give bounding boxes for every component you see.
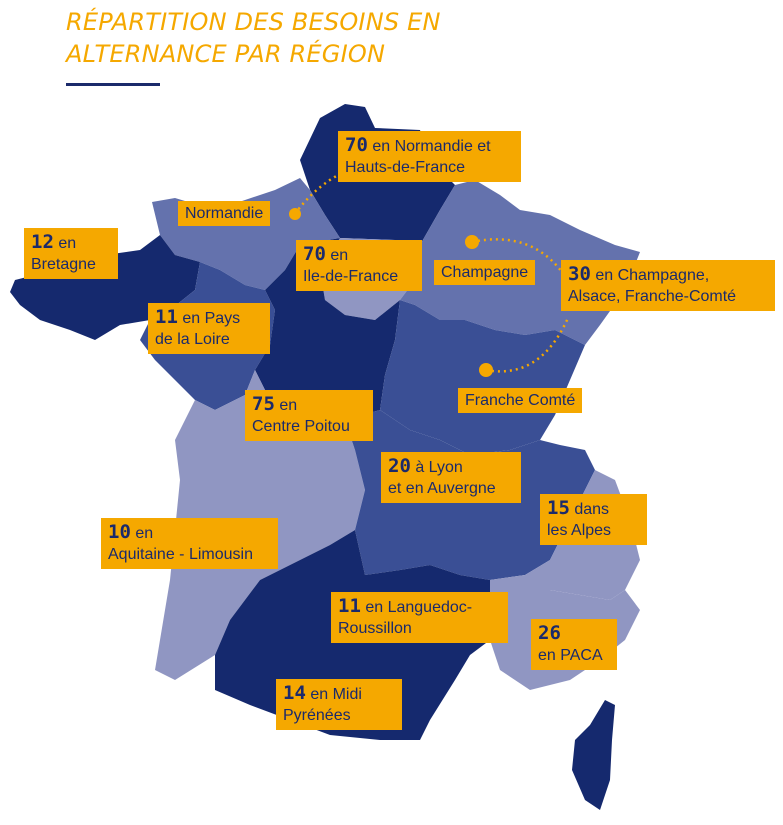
text-line-2: de la Loire — [155, 331, 230, 348]
marker-normandie — [289, 208, 301, 220]
value: 20 — [388, 455, 411, 477]
value: 11 — [338, 595, 361, 617]
text-line-2: en PACA — [538, 647, 603, 664]
text: en Languedoc- — [360, 599, 473, 616]
text: dans — [569, 501, 610, 518]
label-grand-est: 30 en Champagne, Alsace, Franche-Comté — [561, 260, 775, 311]
text-line-2: Ile-de-France — [303, 268, 399, 285]
title-underline — [66, 83, 160, 86]
label-languedoc-roussillon: 11 en Languedoc- Roussillon — [331, 592, 508, 643]
place-name-champagne: Champagne — [434, 260, 536, 285]
text: en Normandie et — [367, 138, 491, 155]
page-title: RÉPARTITION DES BESOINS EN ALTERNANCE PA… — [66, 6, 586, 70]
text-line-2: Hauts-de-France — [345, 159, 466, 176]
text: en Midi — [305, 686, 362, 703]
text: en Pays — [177, 310, 241, 327]
label-normandie-hauts-de-france: 70 en Normandie et Hauts-de-France — [338, 131, 521, 182]
value: 30 — [568, 263, 591, 285]
value: 75 — [252, 393, 275, 415]
connector-champagne — [471, 238, 563, 273]
text-line-2: Pyrénées — [283, 707, 351, 724]
value: 70 — [345, 134, 368, 156]
text: en — [130, 525, 154, 542]
place-name-normandie: Normandie — [178, 201, 271, 226]
text: en — [274, 397, 298, 414]
text-line-2: Alsace, Franche-Comté — [568, 288, 737, 305]
value: 15 — [547, 497, 570, 519]
value: 11 — [155, 306, 178, 328]
label-lyon-auvergne: 20 à Lyon et en Auvergne — [381, 452, 521, 503]
text-line-2: et en Auvergne — [388, 480, 496, 497]
text: à Lyon — [410, 459, 463, 476]
text: en — [325, 247, 349, 264]
text-line-2: les Alpes — [547, 522, 612, 539]
connector-franche-comte — [485, 317, 570, 373]
text-line-2: Aquitaine - Limousin — [108, 546, 253, 563]
title-line-1: RÉPARTITION DES BESOINS EN — [66, 8, 441, 36]
region-bourgogne-franche-comte — [380, 300, 585, 455]
value: 14 — [283, 682, 306, 704]
label-pays-de-la-loire: 11 en Pays de la Loire — [148, 303, 270, 354]
title-line-2: ALTERNANCE PAR RÉGION — [66, 40, 386, 68]
marker-franche-comte — [479, 363, 493, 377]
value: 70 — [303, 243, 326, 265]
text-line-2: Centre Poitou — [252, 418, 350, 435]
label-alpes: 15 dans les Alpes — [540, 494, 647, 545]
place-name-franche-comte: Franche Comté — [458, 388, 583, 413]
label-midi-pyrenees: 14 en Midi Pyrénées — [276, 679, 402, 730]
text: en — [53, 235, 77, 252]
value: 10 — [108, 521, 131, 543]
region-centre — [255, 238, 400, 420]
text-line-2: Roussillon — [338, 620, 412, 637]
label-bretagne: 12 en Bretagne — [24, 228, 118, 279]
label-ile-de-france: 70 en Ile-de-France — [296, 240, 422, 291]
text: en Champagne, — [590, 267, 710, 284]
label-centre-poitou: 75 en Centre Poitou — [245, 390, 373, 441]
marker-champagne — [465, 235, 479, 249]
region-corse — [572, 700, 615, 810]
value: 26 — [538, 622, 561, 644]
text-line-2: Bretagne — [31, 256, 96, 273]
label-paca: 26 en PACA — [531, 619, 617, 670]
value: 12 — [31, 231, 54, 253]
label-aquitaine-limousin: 10 en Aquitaine - Limousin — [101, 518, 278, 569]
